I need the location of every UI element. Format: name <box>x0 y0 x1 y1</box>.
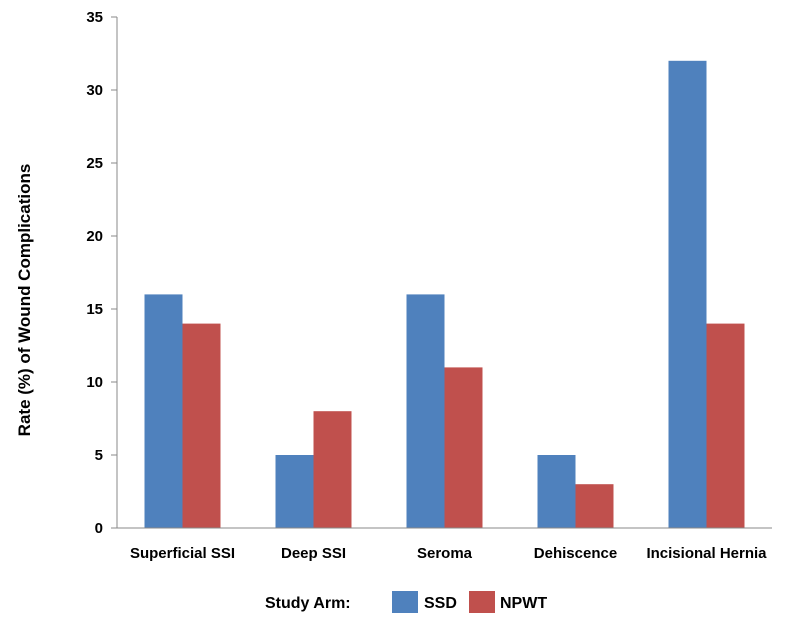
bar-ssd-deep-ssi <box>275 455 314 528</box>
y-tick-label: 35 <box>86 9 103 26</box>
bar-npwt-superficial-ssi <box>182 323 221 528</box>
x-axis-labels: Superficial SSI Deep SSI Seroma Dehiscence I… <box>130 545 767 562</box>
legend-label-npwt: NPWT <box>500 595 547 612</box>
bar-ssd-superficial-ssi <box>144 294 183 528</box>
x-category-label: Dehiscence <box>534 545 617 562</box>
bar-ssd-incisional-hernia <box>668 60 707 529</box>
y-tick-label: 15 <box>86 301 103 318</box>
x-category-label: Seroma <box>417 545 473 562</box>
y-tick-label: 30 <box>86 82 103 99</box>
bar-ssd-dehiscence <box>537 455 576 528</box>
legend-label-ssd: SSD <box>424 595 457 612</box>
bar-npwt-seroma <box>444 367 483 528</box>
y-axis-ticks: 0 5 10 15 20 25 30 35 <box>86 9 117 537</box>
y-tick-label: 5 <box>95 447 103 464</box>
bar-npwt-incisional-hernia <box>706 323 745 528</box>
y-tick-label: 25 <box>86 155 103 172</box>
y-axis-title: Rate (%) of Wound Complications <box>15 164 34 437</box>
bar-npwt-deep-ssi <box>313 411 352 528</box>
legend: Study Arm: SSD NPWT <box>265 591 547 613</box>
x-category-label: Incisional Hernia <box>646 545 767 562</box>
y-tick-label: 0 <box>95 520 103 537</box>
legend-title: Study Arm: <box>265 595 351 612</box>
x-category-label: Deep SSI <box>281 545 346 562</box>
bar-npwt-dehiscence <box>575 484 614 528</box>
x-category-label: Superficial SSI <box>130 545 235 562</box>
legend-swatch-ssd <box>392 591 418 613</box>
legend-swatch-npwt <box>469 591 495 613</box>
bar-ssd-seroma <box>406 294 445 528</box>
y-tick-label: 10 <box>86 374 103 391</box>
bar-group <box>144 60 745 529</box>
y-tick-label: 20 <box>86 228 103 245</box>
